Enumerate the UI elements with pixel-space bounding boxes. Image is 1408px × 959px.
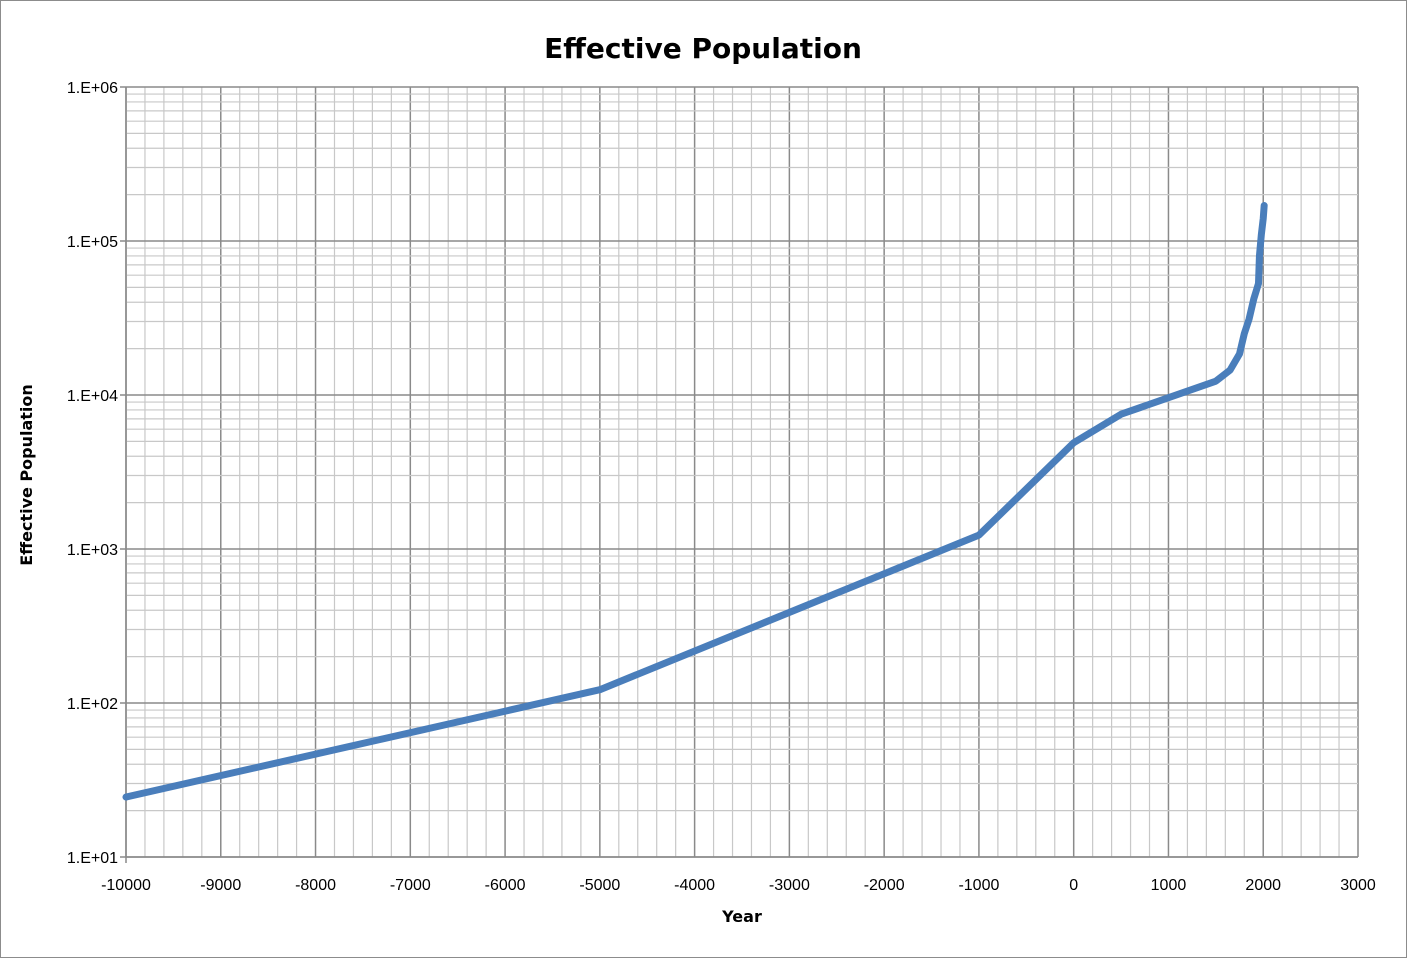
x-tick-label: 2000 (1245, 877, 1281, 894)
x-tick-label: -3000 (769, 877, 810, 894)
x-tick-label: -4000 (674, 877, 715, 894)
y-tick-label: 1.E+01 (67, 850, 118, 867)
y-axis-label: Effective Population (17, 384, 36, 566)
x-tick-label: -9000 (200, 877, 241, 894)
x-tick-label: 0 (1069, 877, 1078, 894)
y-tick-label: 1.E+06 (67, 80, 118, 97)
x-axis-label: Year (721, 907, 762, 926)
x-tick-label: -8000 (295, 877, 336, 894)
x-tick-label: -6000 (485, 877, 526, 894)
series-line (122, 202, 1268, 801)
y-tick-label: 1.E+04 (67, 388, 118, 405)
y-tick-label: 1.E+05 (67, 234, 118, 251)
series (122, 202, 1268, 801)
x-tick-label: 3000 (1340, 877, 1376, 894)
x-tick-label: -7000 (390, 877, 431, 894)
x-tick-label: 1000 (1151, 877, 1187, 894)
x-tick-label: -10000 (101, 877, 151, 894)
chart-title: Effective Population (544, 32, 862, 65)
x-tick-label: -5000 (579, 877, 620, 894)
y-tick-label: 1.E+02 (67, 696, 118, 713)
x-tick-label: -1000 (958, 877, 999, 894)
y-tick-label: 1.E+03 (67, 542, 118, 559)
tick-labels: -10000 -9000 -8000 -7000 -6000 -5000 -4000 -300… (67, 80, 1376, 894)
x-tick-label: -2000 (864, 877, 905, 894)
